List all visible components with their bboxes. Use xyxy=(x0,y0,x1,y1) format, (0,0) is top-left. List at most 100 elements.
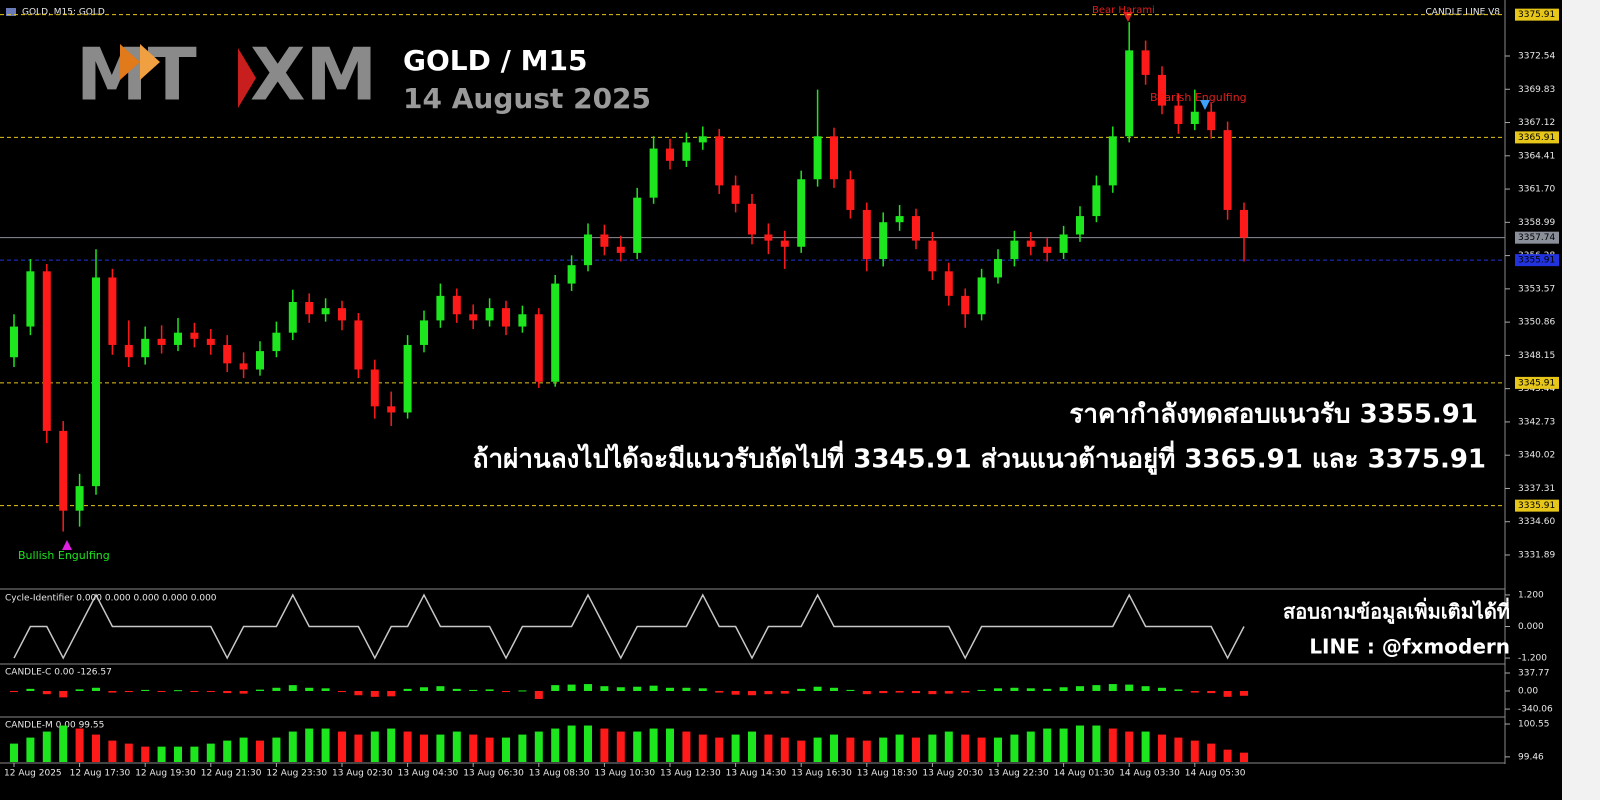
candle-body xyxy=(682,142,691,161)
bar xyxy=(567,725,576,762)
bar xyxy=(452,731,461,762)
bar xyxy=(321,688,330,691)
candle-body xyxy=(584,234,592,266)
bar xyxy=(846,689,855,691)
bar xyxy=(206,690,215,692)
level-tag xyxy=(1515,254,1559,267)
bar xyxy=(1092,725,1101,762)
bar xyxy=(780,690,789,694)
candle-body xyxy=(1240,209,1248,238)
candle-body xyxy=(338,308,346,321)
bar xyxy=(1207,690,1216,694)
bar xyxy=(780,737,789,762)
y-tick-label: 3367.12 xyxy=(1518,118,1555,128)
bar xyxy=(1223,749,1232,762)
logo-mt: MT xyxy=(76,33,197,117)
candle-body xyxy=(436,295,445,321)
bar xyxy=(124,690,133,693)
x-tick-label: 14 Aug 03:30 xyxy=(1119,769,1180,779)
candle-body xyxy=(239,363,248,370)
bar xyxy=(370,690,379,697)
bar xyxy=(977,737,986,762)
bar xyxy=(895,734,904,762)
bar xyxy=(1174,737,1183,762)
bar xyxy=(649,685,658,691)
panel-title: CANDLE-C 0.00 -126.57 xyxy=(5,668,112,678)
bar xyxy=(1076,725,1084,762)
bar xyxy=(813,686,822,691)
bar xyxy=(698,734,707,762)
bar xyxy=(1141,731,1150,762)
bar xyxy=(141,689,150,691)
candle-body xyxy=(616,246,625,253)
bar xyxy=(715,737,724,762)
bar xyxy=(879,737,888,762)
bar xyxy=(59,690,68,698)
bar xyxy=(305,728,314,762)
bar xyxy=(223,740,232,762)
bar xyxy=(616,731,625,762)
bar xyxy=(994,688,1002,691)
bar xyxy=(239,690,248,694)
candle-body xyxy=(42,271,51,431)
bar xyxy=(1158,687,1166,691)
y-tick-label: -1.200 xyxy=(1518,654,1547,664)
bar xyxy=(633,686,642,691)
candle-body xyxy=(157,338,166,345)
bar xyxy=(912,690,920,694)
y-tick-label: 337.77 xyxy=(1518,668,1550,678)
bar xyxy=(895,690,904,693)
bar xyxy=(1207,743,1216,762)
y-tick-label: 0.00 xyxy=(1518,686,1538,696)
level-label: 3335.91 xyxy=(1518,501,1555,511)
level-label: 3355.91 xyxy=(1518,256,1555,266)
bar xyxy=(108,740,117,762)
candle-body xyxy=(715,136,724,186)
bar xyxy=(1141,686,1150,691)
bar xyxy=(436,734,445,762)
heading: GOLD / M15 xyxy=(403,44,587,77)
candle-body xyxy=(994,259,1002,278)
candle-body xyxy=(75,486,84,511)
bar xyxy=(452,688,461,691)
bar xyxy=(42,731,51,762)
candle-body xyxy=(1207,111,1216,131)
y-tick-label: 3340.02 xyxy=(1518,451,1555,461)
bar xyxy=(256,689,264,691)
y-tick-label: 3337.31 xyxy=(1518,484,1555,494)
bar xyxy=(26,737,35,762)
bar xyxy=(420,687,428,691)
candle-body xyxy=(174,332,182,345)
candle-body xyxy=(452,295,461,315)
y-tick-label: 3364.41 xyxy=(1518,151,1555,161)
bar xyxy=(92,734,100,762)
x-tick-label: 12 Aug 19:30 xyxy=(135,769,196,779)
candle-body xyxy=(502,308,510,327)
bar xyxy=(534,690,543,699)
level-label: 3345.91 xyxy=(1518,378,1555,388)
candle-body xyxy=(731,185,740,204)
window-icon xyxy=(6,8,16,16)
bar xyxy=(305,687,314,691)
bar xyxy=(1174,689,1183,691)
x-tick-label: 13 Aug 14:30 xyxy=(726,769,787,779)
bar xyxy=(92,687,100,691)
candle-body xyxy=(1043,246,1052,253)
note-line: ถ้าผ่านลงไปได้จะมีแนวรับถัดไปที่ 3345.91… xyxy=(473,440,1486,476)
candle-body xyxy=(879,222,888,260)
candle-body xyxy=(698,136,707,143)
bar xyxy=(764,690,773,695)
bar xyxy=(830,734,838,762)
candle-body xyxy=(666,148,674,161)
level-label: 3365.91 xyxy=(1518,133,1555,143)
bar xyxy=(567,684,576,691)
bar xyxy=(10,743,18,762)
candle-body xyxy=(830,136,838,180)
bar xyxy=(862,690,871,695)
logo-arrow xyxy=(238,48,256,108)
candle-body xyxy=(1158,74,1166,106)
candle-body xyxy=(928,240,937,272)
candle-body xyxy=(1125,50,1134,137)
candle-body xyxy=(141,338,150,358)
